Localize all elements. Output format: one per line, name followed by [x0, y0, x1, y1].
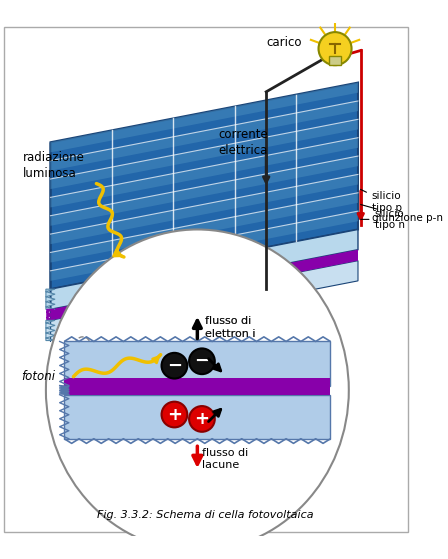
- Polygon shape: [51, 83, 358, 289]
- Polygon shape: [51, 211, 358, 281]
- Polygon shape: [51, 193, 358, 263]
- Text: silicio
tipo n: silicio tipo n: [361, 209, 405, 230]
- Text: flusso di
elettron i: flusso di elettron i: [205, 316, 255, 339]
- Text: +: +: [194, 410, 210, 428]
- Text: corrente
elettrica: corrente elettrica: [218, 128, 268, 157]
- Polygon shape: [51, 250, 358, 320]
- Circle shape: [189, 406, 215, 432]
- Text: −: −: [167, 357, 182, 375]
- Circle shape: [319, 32, 352, 65]
- Text: radiazione
luminosa: radiazione luminosa: [23, 151, 85, 179]
- Text: Fig. 3.3.2: Schema di cella fotovoltaica: Fig. 3.3.2: Schema di cella fotovoltaica: [97, 510, 314, 519]
- Ellipse shape: [46, 230, 349, 551]
- Text: giunzione p-n: giunzione p-n: [361, 205, 443, 222]
- Polygon shape: [51, 119, 358, 189]
- Polygon shape: [51, 156, 358, 226]
- Polygon shape: [51, 101, 358, 170]
- Circle shape: [75, 337, 90, 352]
- Circle shape: [189, 348, 215, 374]
- Text: flusso di
elettron i: flusso di elettron i: [205, 316, 255, 339]
- Text: +: +: [167, 405, 182, 424]
- FancyBboxPatch shape: [4, 27, 408, 532]
- Text: flusso di
lacune: flusso di lacune: [202, 448, 248, 470]
- Text: flusso di
elettron i: flusso di elettron i: [205, 316, 255, 339]
- Polygon shape: [51, 83, 358, 153]
- Bar: [64, 342, 331, 386]
- Bar: [64, 395, 331, 439]
- Polygon shape: [51, 260, 358, 340]
- Polygon shape: [51, 174, 358, 244]
- Polygon shape: [47, 309, 54, 320]
- Text: carico: carico: [267, 36, 302, 49]
- Polygon shape: [46, 320, 55, 340]
- Text: −: −: [194, 352, 210, 370]
- Text: fotoni: fotoni: [21, 371, 55, 383]
- Circle shape: [162, 402, 187, 428]
- Polygon shape: [51, 138, 358, 207]
- Polygon shape: [46, 289, 55, 309]
- Text: silicio
tipo p: silicio tipo p: [361, 190, 402, 213]
- Bar: [64, 378, 331, 395]
- Polygon shape: [51, 230, 358, 309]
- Circle shape: [162, 353, 187, 378]
- Bar: [329, 56, 341, 65]
